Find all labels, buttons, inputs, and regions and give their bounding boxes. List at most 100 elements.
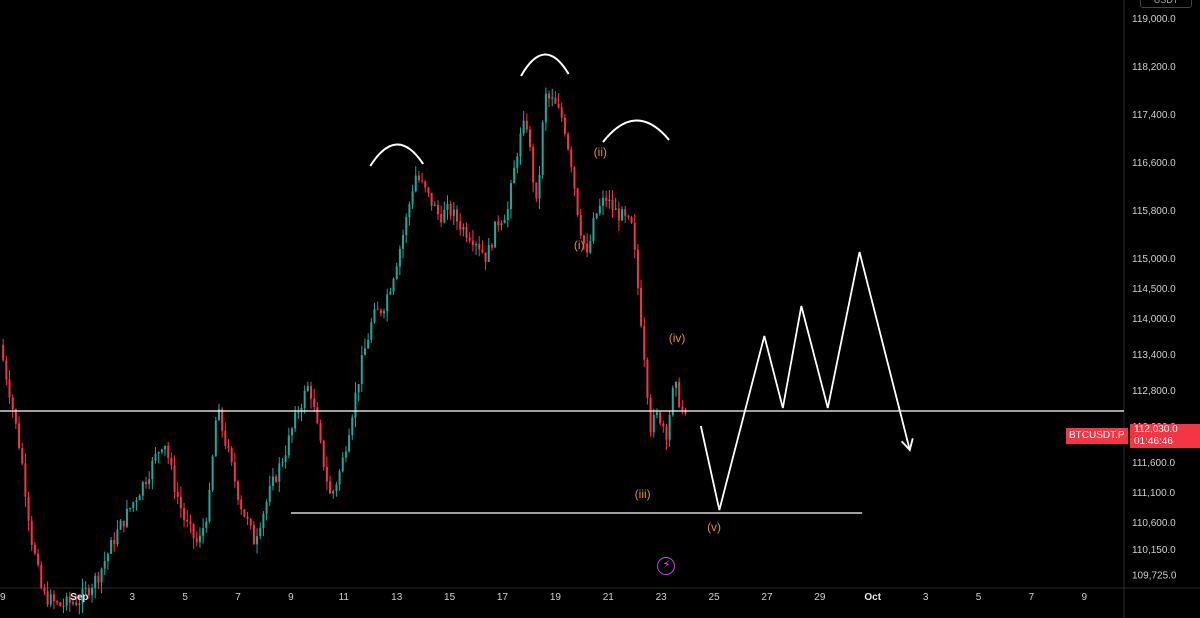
candle-body bbox=[322, 440, 325, 467]
candle-body bbox=[563, 117, 566, 134]
symbol-tag[interactable]: BTCUSDT.P bbox=[1066, 428, 1128, 445]
candle-body bbox=[297, 412, 300, 414]
candle-body bbox=[246, 516, 249, 519]
candle-body bbox=[446, 203, 449, 210]
candle-body bbox=[627, 215, 630, 218]
wave-labels-group: (i) (ii) (iii) (iv) (v) bbox=[574, 145, 721, 534]
candle-body bbox=[122, 520, 125, 527]
price-tick-label: 110,600.0 bbox=[1132, 518, 1176, 529]
candle-body bbox=[100, 568, 103, 583]
candle-body bbox=[554, 97, 557, 104]
date-tick-label: Oct bbox=[864, 592, 881, 603]
date-tick-label: 9 bbox=[1082, 592, 1088, 603]
price-tick-label: 115,800.0 bbox=[1132, 206, 1176, 217]
candle-body bbox=[281, 461, 284, 464]
candle-body bbox=[459, 221, 462, 230]
candle-body bbox=[348, 435, 351, 452]
candle-body bbox=[287, 435, 290, 456]
candle-body bbox=[46, 591, 49, 605]
candle-body bbox=[11, 397, 14, 410]
price-tick-label: 118,200.0 bbox=[1132, 62, 1176, 73]
candle-body bbox=[617, 208, 620, 221]
date-tick-label: Sep bbox=[70, 592, 88, 603]
candle-body bbox=[363, 348, 366, 355]
candle-body bbox=[386, 294, 389, 312]
head-shoulders-arc bbox=[602, 119, 670, 143]
candle-body bbox=[576, 188, 579, 216]
candle-body bbox=[402, 235, 405, 249]
candle-body bbox=[154, 453, 157, 461]
date-tick-label: 21 bbox=[603, 592, 615, 603]
candle-body bbox=[179, 496, 182, 509]
candle-body bbox=[119, 520, 122, 530]
candle-body bbox=[37, 553, 40, 565]
price-tick-label: 111,100.0 bbox=[1132, 488, 1175, 499]
candle-body bbox=[113, 539, 116, 545]
candle-body bbox=[522, 120, 525, 134]
candle-body bbox=[27, 496, 30, 521]
candle-body bbox=[249, 518, 252, 526]
candle-body bbox=[306, 385, 309, 392]
candle-body bbox=[465, 227, 468, 238]
candle-body bbox=[478, 243, 481, 250]
candle-body bbox=[421, 180, 424, 182]
date-tick-label: 23 bbox=[656, 592, 668, 603]
candle-body bbox=[144, 482, 147, 485]
candle-body bbox=[84, 587, 87, 589]
date-tick-label: 15 bbox=[444, 592, 456, 603]
candle-body bbox=[335, 484, 338, 492]
lightning-alert-icon[interactable]: ⚡ bbox=[657, 557, 676, 576]
candle-body bbox=[370, 322, 373, 340]
candle-body bbox=[671, 387, 674, 416]
candle-body bbox=[503, 219, 506, 224]
candle-body bbox=[389, 291, 392, 295]
price-tick-label: 114,500.0 bbox=[1132, 284, 1176, 295]
candle-body bbox=[360, 354, 363, 385]
candle-body bbox=[56, 601, 59, 603]
candle-body bbox=[471, 240, 474, 245]
candle-body bbox=[259, 528, 262, 537]
candle-body bbox=[494, 221, 497, 248]
candle-body bbox=[395, 266, 398, 279]
price-tick-label: 119,000.0 bbox=[1132, 14, 1176, 25]
candle-body bbox=[367, 339, 370, 349]
candle-body bbox=[189, 521, 192, 524]
price-tick-label: 116,600.0 bbox=[1132, 158, 1176, 169]
candle-body bbox=[528, 129, 531, 147]
candle-body bbox=[646, 359, 649, 398]
candle-body bbox=[160, 449, 163, 453]
candle-body bbox=[208, 489, 211, 522]
candle-body bbox=[452, 209, 455, 216]
candle-body bbox=[21, 448, 24, 464]
date-tick-label: 25 bbox=[709, 592, 721, 603]
projection-arrowhead bbox=[900, 438, 914, 452]
candle-body bbox=[684, 409, 687, 414]
currency-badge[interactable]: USDT bbox=[1140, 0, 1192, 8]
wave-label: (v) bbox=[707, 520, 721, 534]
price-tick-label: 111,600.0 bbox=[1132, 458, 1175, 469]
projection-path bbox=[699, 251, 911, 511]
candle-body bbox=[633, 222, 636, 250]
candle-body bbox=[59, 602, 62, 607]
date-tick-label: 29 bbox=[814, 592, 826, 603]
current-price-tag: 112,030.0 01:46:46 bbox=[1130, 424, 1200, 449]
candle-body bbox=[173, 465, 176, 492]
date-tick-label: 5 bbox=[182, 592, 188, 603]
candle-body bbox=[411, 191, 414, 205]
candle-body bbox=[560, 107, 563, 118]
candle-body bbox=[198, 535, 201, 543]
wave-label: (iii) bbox=[635, 487, 651, 501]
candle-body bbox=[138, 495, 141, 501]
candle-body bbox=[649, 397, 652, 432]
candle-body bbox=[655, 412, 658, 415]
date-tick-label: 29 bbox=[0, 592, 6, 603]
candle-body bbox=[541, 122, 544, 175]
candle-body bbox=[68, 596, 71, 603]
candle-body bbox=[265, 501, 268, 514]
candle-body bbox=[325, 466, 328, 482]
price-tick-label: 110,150.0 bbox=[1132, 545, 1176, 556]
candle-body bbox=[106, 553, 109, 562]
date-tick-label: 3 bbox=[129, 592, 135, 603]
